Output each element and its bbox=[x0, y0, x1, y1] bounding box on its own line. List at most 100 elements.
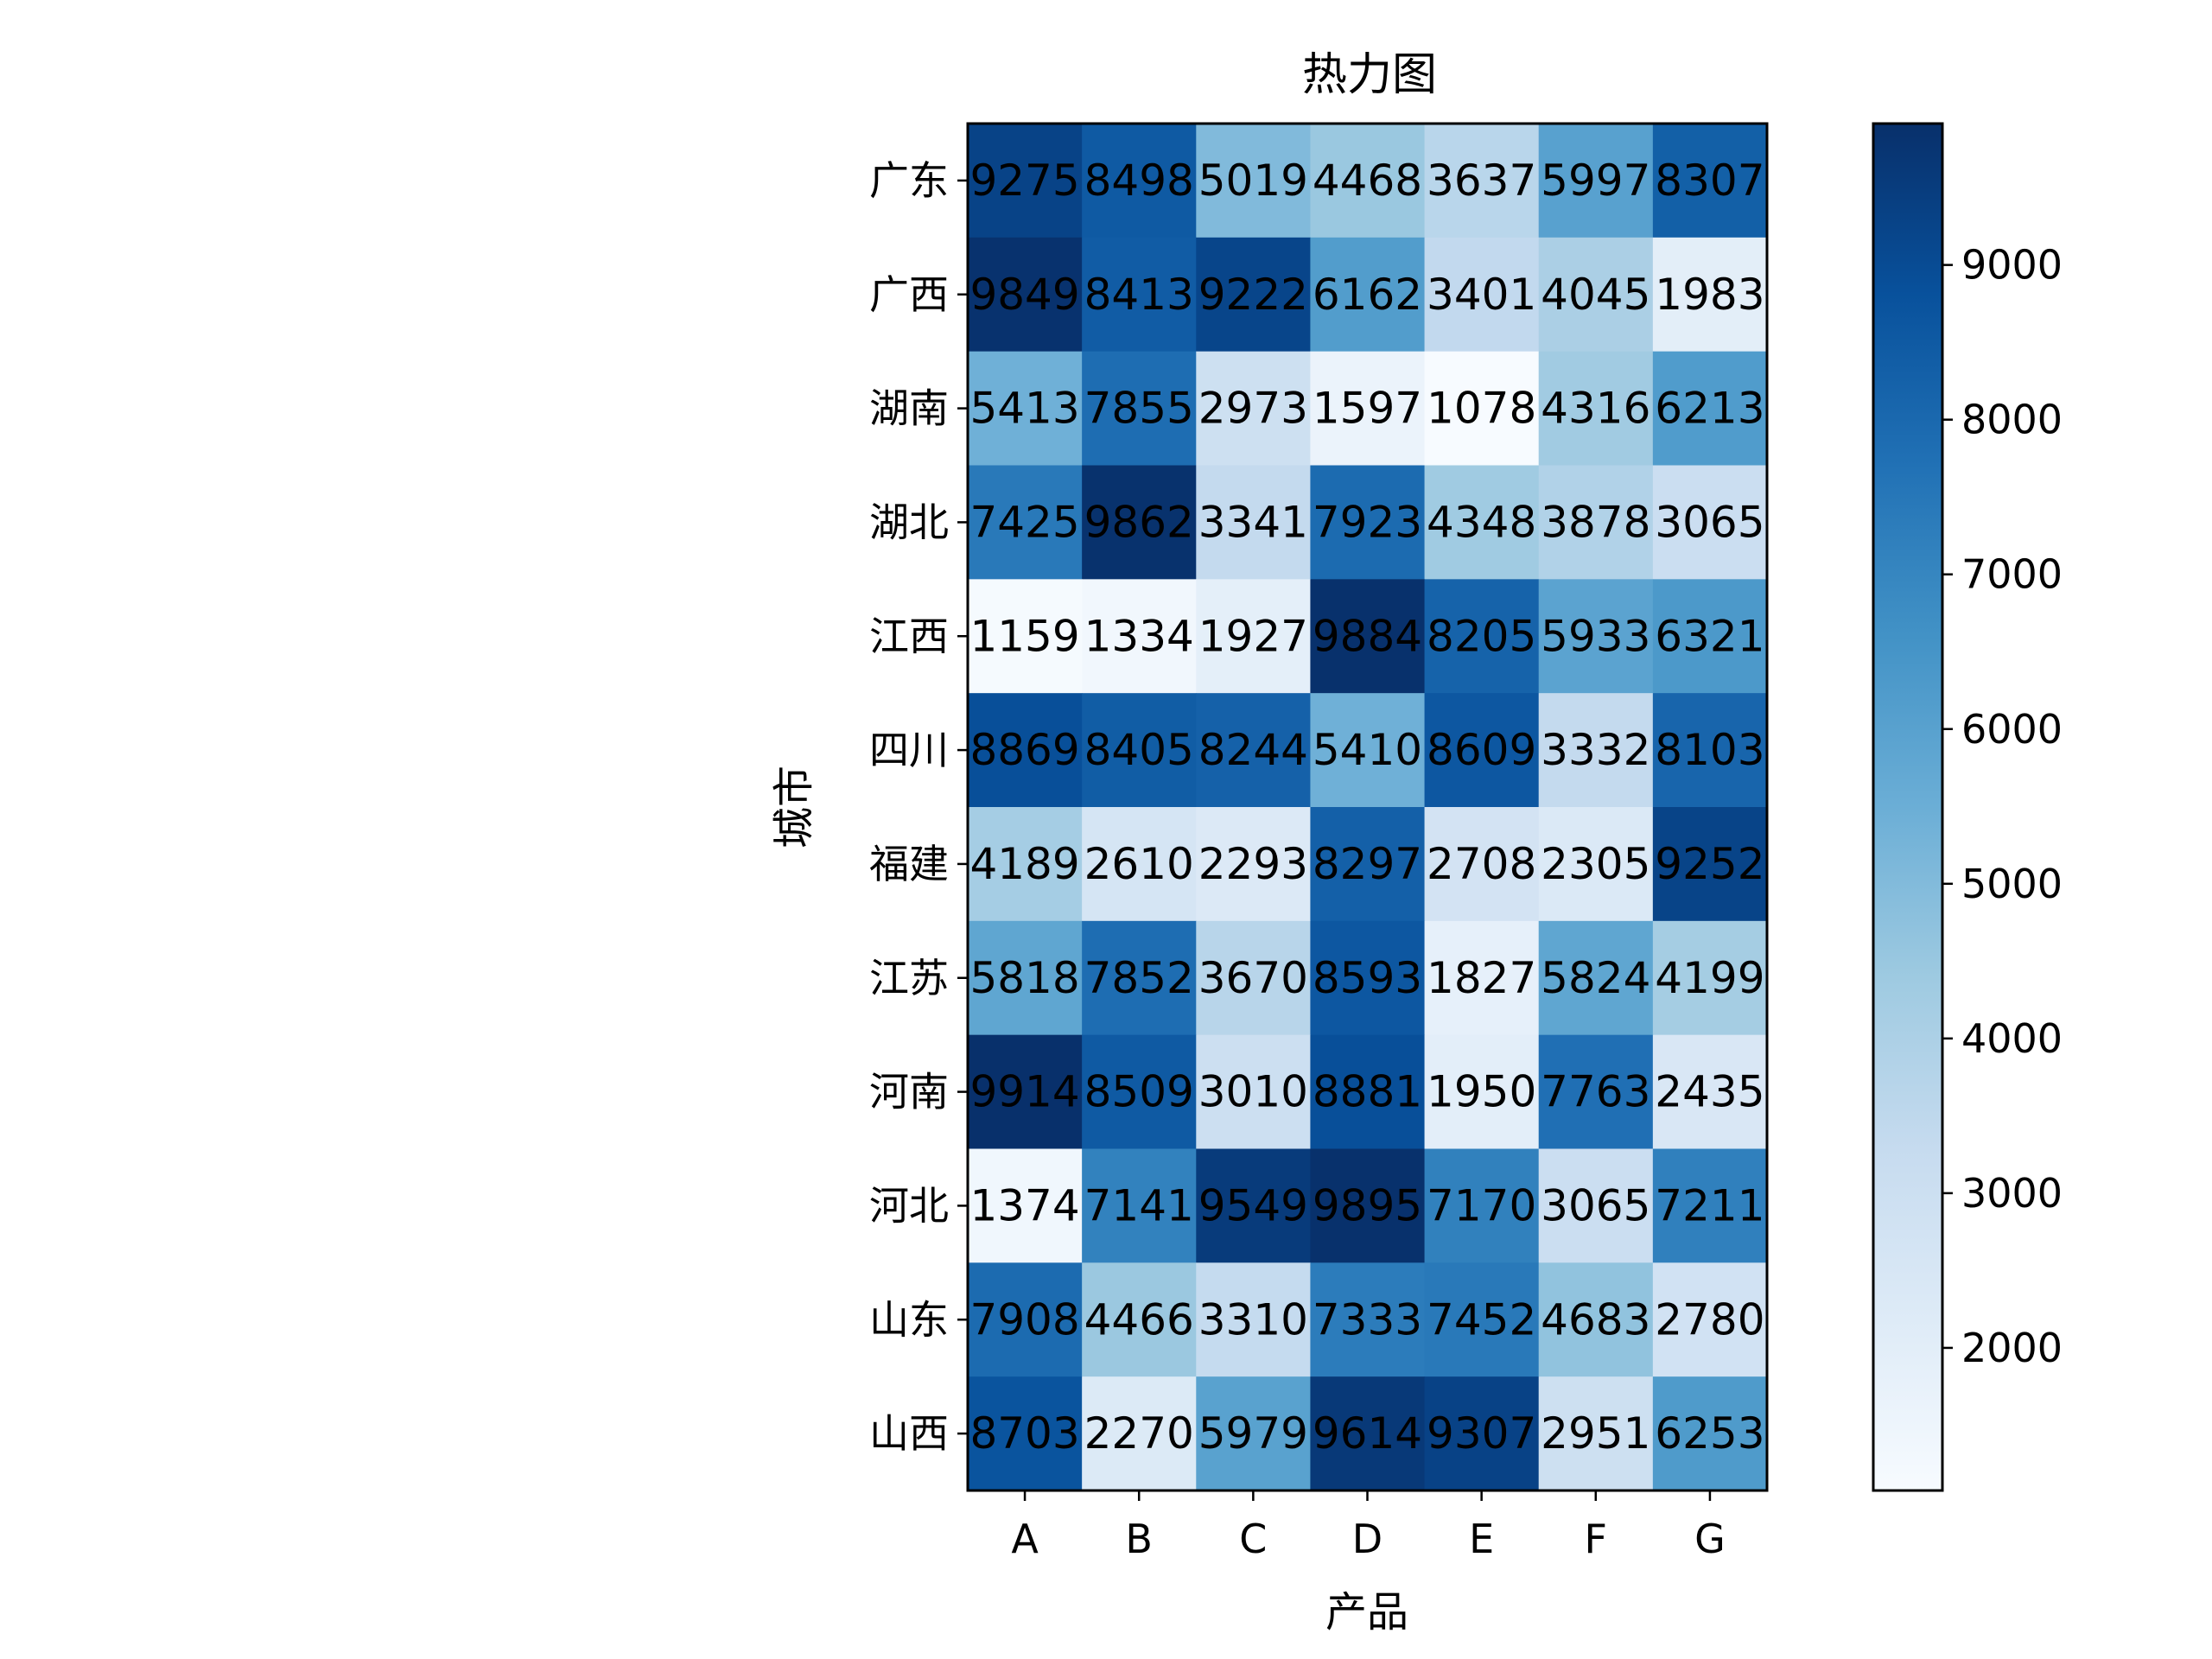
cell-value-label: 8593 bbox=[1313, 953, 1422, 1003]
heatmap-cell bbox=[1652, 465, 1768, 580]
cell-value-label: 2610 bbox=[1084, 839, 1194, 889]
cell-value-label: 6162 bbox=[1313, 270, 1422, 320]
cell-value-label: 4045 bbox=[1541, 270, 1650, 320]
heatmap-cell bbox=[968, 807, 1083, 922]
x-axis-label: 产品 bbox=[1325, 1588, 1408, 1637]
heatmap-cell bbox=[1424, 1376, 1540, 1491]
heatmap-cell bbox=[1310, 693, 1426, 808]
cell-value-label: 8103 bbox=[1655, 725, 1764, 775]
y-tick-label: 江西 bbox=[869, 613, 949, 659]
cell-value-label: 2780 bbox=[1655, 1294, 1764, 1344]
heatmap-cell bbox=[1652, 1148, 1768, 1263]
heatmap-cell bbox=[968, 237, 1083, 353]
heatmap-cell bbox=[1082, 693, 1197, 808]
cell-value-label: 6213 bbox=[1655, 384, 1764, 434]
heatmap-cell bbox=[1082, 1034, 1197, 1149]
x-tick-label: C bbox=[1239, 1516, 1267, 1562]
heatmap-cell bbox=[968, 1034, 1083, 1149]
heatmap-cell bbox=[1424, 693, 1540, 808]
cell-value-label: 3637 bbox=[1427, 156, 1536, 206]
cell-value-label: 7452 bbox=[1427, 1294, 1536, 1344]
cell-value-label: 1950 bbox=[1427, 1067, 1536, 1117]
heatmap-cell bbox=[1538, 807, 1654, 922]
heatmap-cell bbox=[1538, 124, 1654, 238]
y-tick-label: 广西 bbox=[869, 271, 949, 318]
cell-value-label: 8205 bbox=[1427, 611, 1536, 661]
cell-value-label: 5410 bbox=[1313, 725, 1422, 775]
cell-value-label: 9895 bbox=[1313, 1180, 1422, 1230]
heatmap-cell bbox=[1196, 1148, 1311, 1263]
colorbar-tick-label: 7000 bbox=[1961, 551, 2063, 598]
heatmap-cell bbox=[968, 579, 1083, 694]
colorbar-tick-label: 2000 bbox=[1961, 1325, 2063, 1371]
cell-value-label: 8307 bbox=[1655, 156, 1764, 206]
cell-value-label: 1374 bbox=[969, 1180, 1079, 1230]
x-tick-label: G bbox=[1694, 1516, 1726, 1562]
y-tick-label: 山东 bbox=[869, 1296, 949, 1343]
cell-value-label: 2435 bbox=[1655, 1067, 1764, 1117]
heatmap-cell bbox=[1196, 1034, 1311, 1149]
heatmap-cell bbox=[968, 1148, 1083, 1263]
cell-value-label: 3010 bbox=[1198, 1067, 1308, 1117]
cell-value-label: 3341 bbox=[1198, 497, 1308, 547]
cell-value-label: 8609 bbox=[1427, 725, 1536, 775]
cell-value-label: 9862 bbox=[1084, 497, 1194, 547]
cell-value-label: 9849 bbox=[969, 270, 1079, 320]
cell-value-label: 6321 bbox=[1655, 611, 1764, 661]
cell-value-label: 4199 bbox=[1655, 953, 1764, 1003]
heatmap-cell bbox=[1196, 465, 1311, 580]
heatmap-cell bbox=[968, 693, 1083, 808]
cell-value-label: 9614 bbox=[1313, 1408, 1422, 1459]
heatmap-cell bbox=[1424, 807, 1540, 922]
cell-value-label: 8297 bbox=[1313, 839, 1422, 889]
heatmap-cell bbox=[1082, 351, 1197, 466]
cell-value-label: 7855 bbox=[1084, 384, 1194, 434]
heatmap-cell bbox=[1082, 1148, 1197, 1263]
heatmap-cell bbox=[1082, 237, 1197, 353]
heatmap-cell bbox=[1310, 1034, 1426, 1149]
cell-value-label: 8413 bbox=[1084, 270, 1194, 320]
y-tick-label: 河南 bbox=[869, 1069, 949, 1116]
cell-value-label: 2951 bbox=[1541, 1408, 1650, 1459]
cell-value-label: 3332 bbox=[1541, 725, 1650, 775]
cell-value-label: 4316 bbox=[1541, 384, 1650, 434]
cell-labels: 9275 8498 5019 4468 3637 5997 8307 9849 8413 9222… bbox=[969, 156, 1764, 1459]
cell-value-label: 8498 bbox=[1084, 156, 1194, 206]
cell-value-label: 5413 bbox=[969, 384, 1079, 434]
cell-value-label: 7852 bbox=[1084, 953, 1194, 1003]
cell-value-label: 7908 bbox=[969, 1294, 1079, 1344]
heatmap-cell bbox=[1082, 807, 1197, 922]
cell-value-label: 9549 bbox=[1198, 1180, 1308, 1230]
y-tick-label: 福建 bbox=[869, 841, 949, 887]
heatmap-cell bbox=[1652, 693, 1768, 808]
heatmap-cell bbox=[968, 920, 1083, 1036]
cell-value-label: 2270 bbox=[1084, 1408, 1194, 1459]
x-tick-label: B bbox=[1125, 1516, 1153, 1562]
cell-value-label: 3065 bbox=[1541, 1180, 1650, 1230]
colorbar-ticks: 2000 3000 4000 5000 6000 7000 8000 9000 bbox=[1942, 242, 2063, 1371]
heatmap-cell bbox=[1082, 1262, 1197, 1377]
heatmap-cell bbox=[1652, 1034, 1768, 1149]
cell-value-label: 4189 bbox=[969, 839, 1079, 889]
cell-value-label: 1597 bbox=[1313, 384, 1422, 434]
heatmap-cell bbox=[1424, 465, 1540, 580]
heatmap-cell bbox=[1538, 1262, 1654, 1377]
x-tick-label: F bbox=[1585, 1516, 1607, 1562]
heatmap-cell bbox=[968, 124, 1083, 238]
heatmap-cell bbox=[1538, 351, 1654, 466]
heatmap-cell bbox=[1652, 920, 1768, 1036]
heatmap-cell bbox=[1196, 124, 1311, 238]
heatmap-cell bbox=[1424, 351, 1540, 466]
heatmap-cell bbox=[1424, 237, 1540, 353]
cell-value-label: 8509 bbox=[1084, 1067, 1194, 1117]
heatmap-cell bbox=[1082, 465, 1197, 580]
cell-value-label: 9914 bbox=[969, 1067, 1079, 1117]
cell-value-label: 5979 bbox=[1198, 1408, 1308, 1459]
cell-value-label: 7923 bbox=[1313, 497, 1422, 547]
heatmap-cell bbox=[1652, 124, 1768, 238]
heatmap-cell bbox=[1082, 920, 1197, 1036]
heatmap-cell bbox=[1538, 1376, 1654, 1491]
heatmap-cell bbox=[1196, 351, 1311, 466]
cell-value-label: 8405 bbox=[1084, 725, 1194, 775]
cell-value-label: 8244 bbox=[1198, 725, 1308, 775]
